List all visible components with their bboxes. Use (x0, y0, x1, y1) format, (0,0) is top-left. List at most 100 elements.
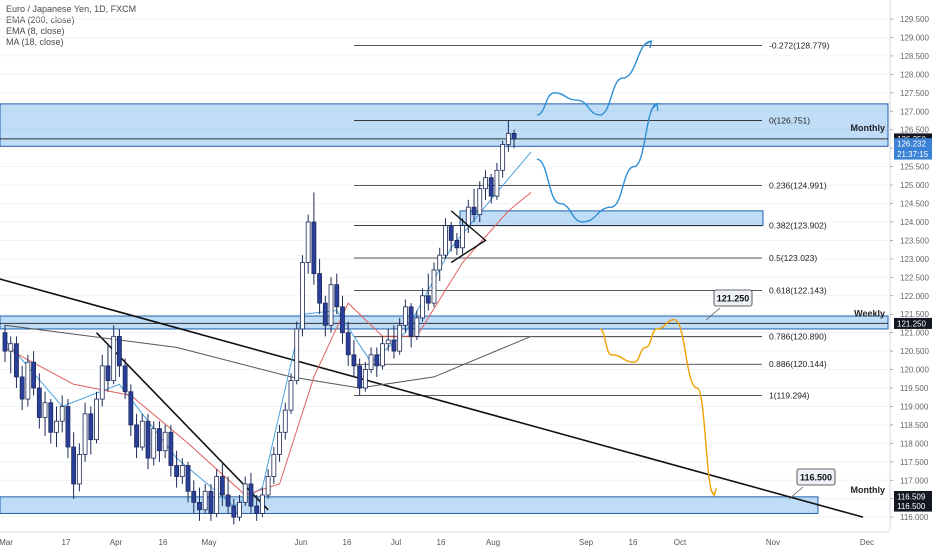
candle-body (157, 428, 162, 452)
candle-body (48, 402, 54, 433)
price-badge (894, 500, 932, 512)
price-badge-text: 121.250 (897, 319, 926, 328)
callout-box (796, 468, 836, 486)
time-tick-label: 16 (159, 538, 168, 547)
candle-body (368, 354, 374, 370)
candle-body (454, 239, 460, 249)
candle-body (14, 343, 19, 378)
moving-average-line (4, 324, 532, 389)
price-tick-label: 121.000 (900, 329, 929, 338)
price-badge-text: 21:37:15 (897, 150, 929, 159)
candle-body (483, 177, 488, 190)
zone-label-2: Monthly (851, 485, 886, 495)
price-badge-text: 116.509 (897, 492, 926, 501)
price-tick-label: 120.000 (900, 366, 929, 375)
candle-body (214, 476, 220, 514)
zone-0 (0, 103, 889, 147)
candle-body (391, 339, 397, 352)
callout-text: 116.500 (800, 473, 832, 483)
candle-body (134, 424, 139, 448)
zone-3 (459, 210, 764, 227)
fib-level-label: 1(119.294) (769, 391, 810, 401)
candle-body (488, 177, 494, 197)
candle-body (31, 361, 37, 389)
price-tick-label: 127.500 (900, 89, 929, 98)
candle-body (174, 465, 180, 477)
candle-body (36, 387, 42, 418)
price-badge-text: 116.500 (897, 502, 926, 511)
candle-body (59, 406, 65, 422)
price-tick-label: 126.500 (900, 126, 929, 135)
candle-body (2, 332, 8, 352)
price-tick-label: 129.000 (900, 33, 929, 42)
candle-body (105, 365, 111, 382)
price-tick-label: 117.000 (900, 476, 929, 485)
candle-body (191, 490, 197, 503)
price-tick-label: 122.500 (900, 273, 929, 282)
candle-body (374, 354, 380, 367)
candle-body (254, 505, 260, 514)
candle-body (380, 343, 385, 367)
candle-body (282, 409, 288, 433)
time-tick-label: 16 (343, 538, 352, 547)
fib-level-label: -0.272(128.779) (769, 41, 830, 51)
candle-body (471, 206, 477, 215)
chart-legend: Euro / Japanese Yen, 1D, FXCM EMA (200, … (6, 4, 136, 48)
price-tick-label: 120.500 (900, 347, 929, 356)
candle-body (277, 431, 282, 455)
fib-level-label: 0.5(123.023) (769, 253, 817, 263)
indicator-ema200: EMA (200, close) (6, 15, 75, 25)
candle-body (351, 354, 357, 367)
fib-level-label: 0.618(122.143) (769, 285, 827, 295)
candle-body (425, 295, 431, 304)
price-tick-label: 119.500 (900, 384, 929, 393)
projection-path (536, 103, 658, 223)
indicator-ma18: MA (18, close) (6, 37, 64, 47)
price-tick-label: 125.000 (900, 181, 929, 190)
candle-body (345, 332, 351, 356)
candle-body (111, 335, 117, 382)
candle-body (8, 343, 14, 352)
projection-arrowhead (644, 39, 653, 49)
price-badge-text: 126.232 (897, 140, 926, 149)
candle-body (448, 225, 454, 241)
candle-body (19, 376, 25, 400)
candle-body (288, 380, 294, 411)
candle-body (420, 295, 425, 319)
candle-body (477, 188, 483, 215)
candle-body (25, 361, 31, 400)
candle-body (414, 317, 420, 337)
candle-body (465, 206, 471, 227)
symbol-title: Euro / Japanese Yen, 1D, FXCM (6, 4, 137, 14)
candle-body (237, 501, 242, 518)
candle-body (94, 398, 99, 441)
candle-body (225, 494, 231, 507)
time-tick-label: May (201, 538, 216, 547)
candle-body (248, 483, 254, 507)
candle-body (162, 431, 168, 452)
price-tick-label: 124.500 (900, 200, 929, 209)
candle-body (271, 454, 277, 477)
fib-level-label: 0.382(123.902) (769, 221, 827, 231)
trendline (0, 278, 864, 518)
candle-body (334, 284, 340, 308)
zone-2 (0, 496, 819, 514)
candle-body (76, 454, 82, 485)
candle-body (294, 328, 300, 382)
candle-body (300, 262, 305, 330)
zone-1 (0, 315, 889, 330)
candle-body (317, 273, 323, 304)
triangle-pattern (450, 210, 487, 264)
candle-body (402, 306, 408, 326)
candle-body (511, 132, 517, 140)
candle-body (208, 490, 214, 514)
candle-body (151, 428, 157, 459)
price-badge (894, 317, 932, 329)
projection-arrowhead (651, 102, 659, 111)
candle-body (259, 494, 265, 514)
callout-pointer (788, 486, 804, 500)
candle-body (139, 420, 145, 448)
candle-body (122, 365, 128, 393)
time-tick-label: Oct (674, 538, 687, 547)
